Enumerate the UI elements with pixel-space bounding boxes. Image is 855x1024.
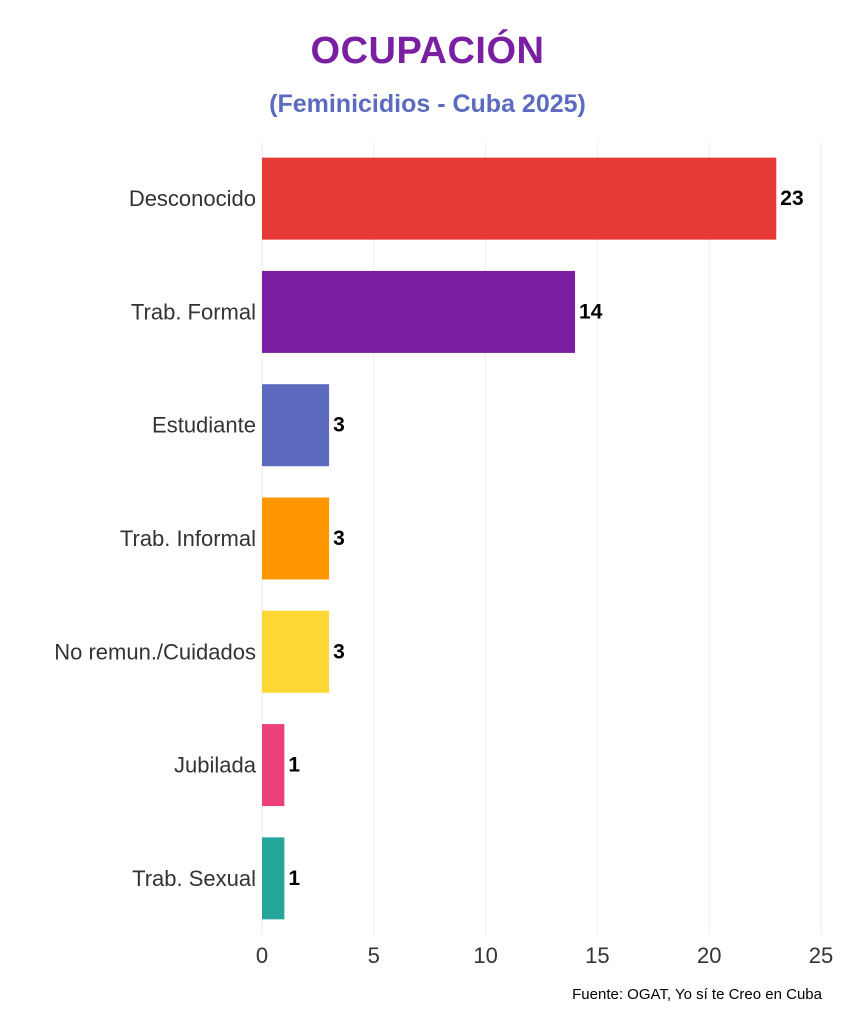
source-note: Fuente: OGAT, Yo sí te Creo en Cuba <box>572 986 822 1003</box>
bar <box>262 157 777 240</box>
category-label: Trab. Formal <box>131 299 256 324</box>
bar <box>262 384 330 467</box>
bar <box>262 610 330 693</box>
bar <box>262 497 330 580</box>
x-tick-label: 15 <box>585 943 609 968</box>
value-label: 3 <box>333 527 345 550</box>
category-label: No remun./Cuidados <box>54 639 256 664</box>
value-label: 14 <box>579 300 603 323</box>
x-tick-label: 10 <box>473 943 497 968</box>
x-tick-label: 25 <box>809 943 833 968</box>
value-label: 1 <box>288 867 300 890</box>
bar <box>262 270 576 353</box>
value-label: 23 <box>780 187 803 210</box>
chart-title: OCUPACIÓN <box>310 30 545 72</box>
category-label: Estudiante <box>152 413 256 438</box>
value-label: 3 <box>333 414 345 437</box>
x-tick-label: 20 <box>697 943 721 968</box>
x-tick-label: 0 <box>256 943 268 968</box>
category-label: Desconocido <box>129 186 256 211</box>
category-label: Trab. Informal <box>120 526 256 551</box>
chart-subtitle: (Feminicidios - Cuba 2025) <box>269 90 586 118</box>
value-label: 1 <box>288 754 300 777</box>
value-label: 3 <box>333 640 345 663</box>
bar <box>262 724 285 807</box>
category-label: Trab. Sexual <box>132 866 256 891</box>
x-tick-label: 5 <box>368 943 380 968</box>
bar <box>262 837 285 920</box>
category-label: Jubilada <box>174 753 257 778</box>
